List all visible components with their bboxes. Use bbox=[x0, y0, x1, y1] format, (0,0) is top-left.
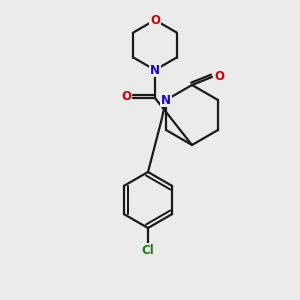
Text: Cl: Cl bbox=[142, 244, 154, 256]
Text: O: O bbox=[121, 90, 131, 103]
Text: N: N bbox=[150, 64, 160, 76]
Text: O: O bbox=[150, 14, 160, 26]
Text: N: N bbox=[161, 94, 171, 106]
Text: O: O bbox=[214, 70, 224, 83]
